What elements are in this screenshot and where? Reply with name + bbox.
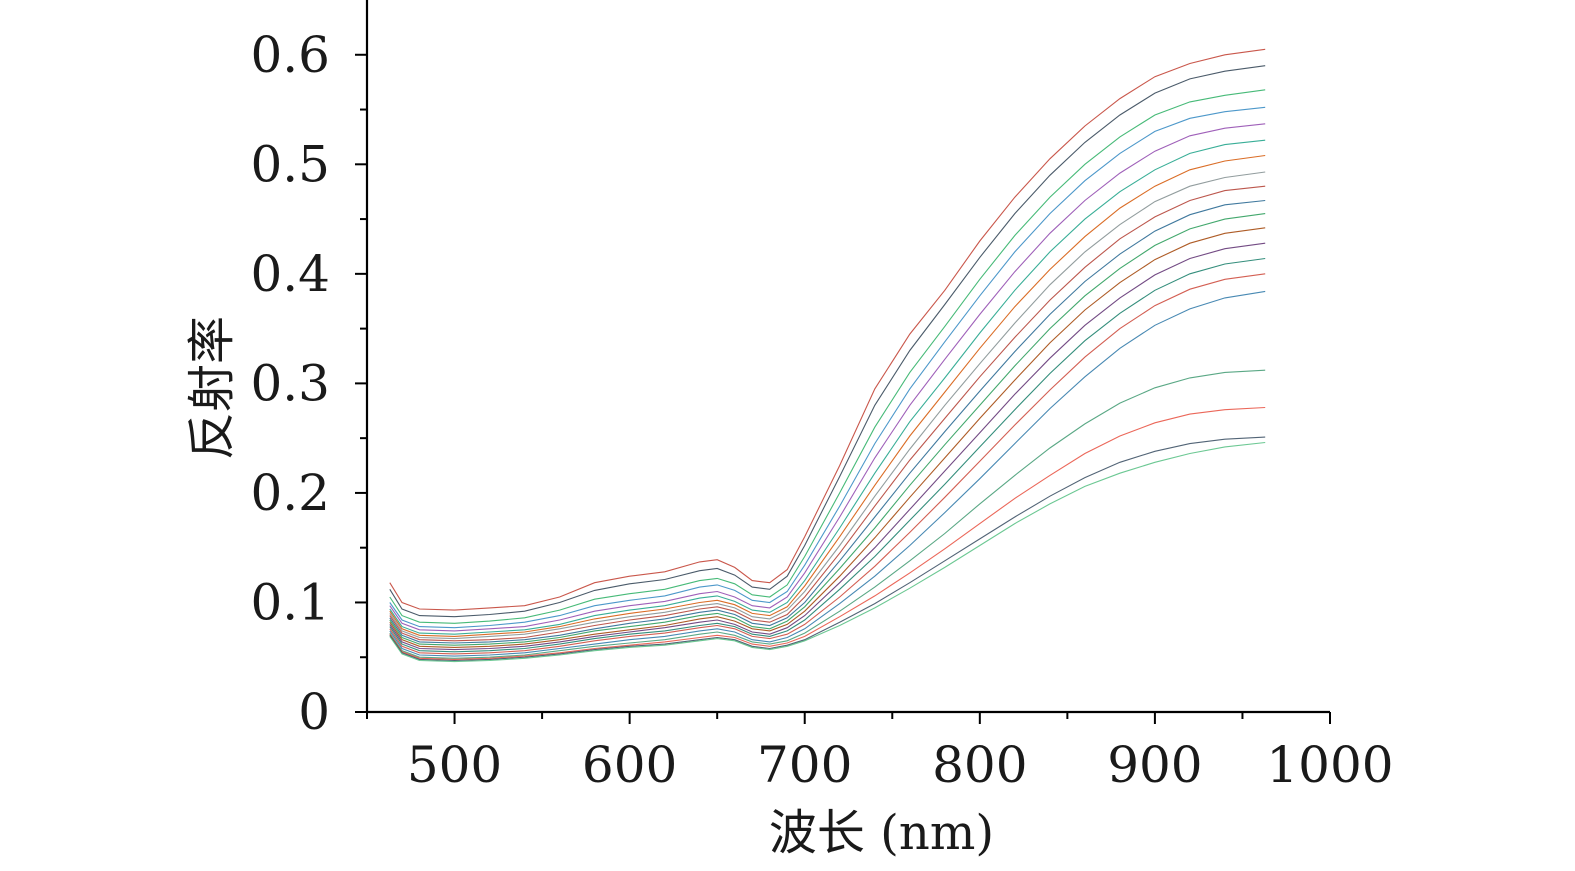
y-tick-label: 0.5 [250, 135, 330, 193]
series-line-6 [389, 139, 1266, 635]
y-tick-label: 0.1 [250, 573, 330, 631]
y-tick-label: 0 [298, 683, 330, 741]
x-tick-label: 1000 [1266, 736, 1393, 794]
series-line-13 [389, 242, 1266, 651]
y-tick-label: 0.4 [250, 245, 330, 303]
series-lines [389, 48, 1266, 663]
series-line-14 [389, 257, 1266, 653]
series-line-2 [389, 65, 1266, 618]
y-tick-label: 0.2 [250, 464, 330, 522]
x-tick-label: 700 [757, 736, 852, 794]
series-line-11 [389, 213, 1266, 646]
series-line-18 [389, 406, 1266, 660]
series-line-20 [389, 441, 1266, 663]
tick-labels: 500 600 700 800 900 1000 0 0.1 0.2 0.3 0.4 0.5 0.6 [250, 26, 1393, 794]
series-line-3 [389, 89, 1266, 624]
x-tick-label: 600 [582, 736, 677, 794]
series-line-4 [389, 106, 1266, 629]
y-tick-label: 0.3 [250, 354, 330, 412]
series-line-7 [389, 154, 1266, 637]
x-axis-title: 波长 (nm) [769, 805, 994, 861]
x-tick-label: 800 [932, 736, 1027, 794]
x-tick-label: 900 [1107, 736, 1202, 794]
series-line-1 [389, 48, 1266, 611]
series-line-15 [389, 273, 1266, 655]
series-line-17 [389, 369, 1266, 659]
y-tick-label: 0.6 [250, 26, 330, 84]
series-line-19 [389, 436, 1266, 662]
series-line-9 [389, 185, 1266, 642]
x-tick-label: 500 [407, 736, 502, 794]
series-line-10 [389, 199, 1266, 644]
y-axis-title: 反射率 [184, 316, 240, 460]
series-line-8 [389, 171, 1266, 640]
series-line-16 [389, 290, 1266, 657]
axes [365, 0, 1330, 714]
ticks [355, 53, 1331, 724]
series-line-5 [389, 123, 1266, 632]
series-line-12 [389, 227, 1266, 648]
